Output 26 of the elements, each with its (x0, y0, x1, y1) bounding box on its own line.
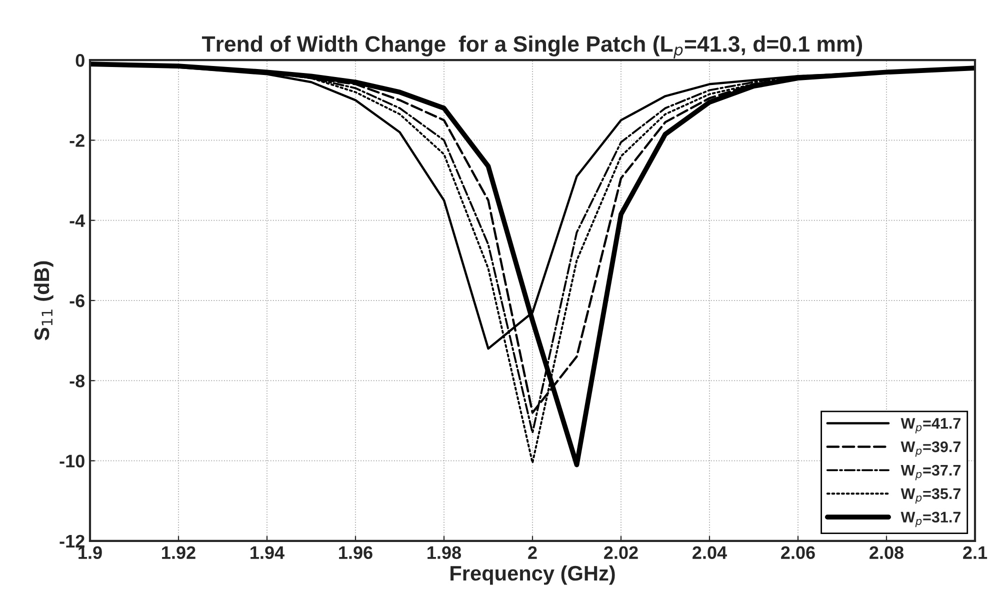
legend-label: W$_{p}$=35.7 (900, 488, 961, 504)
y-tick-label: -2 (70, 134, 84, 147)
x-tick-label: 2.08 (870, 546, 904, 560)
legend-label: W$_{p}$=31.7 (900, 512, 961, 528)
legend-label: W$_{p}$=39.7 (900, 441, 961, 457)
x-tick-label: 1.96 (339, 546, 372, 560)
y-axis-title: S$_{11}$ (dB) (34, 261, 54, 340)
x-tick-label: 2.06 (781, 546, 815, 560)
x-tick-label: 1.9 (78, 546, 102, 560)
x-tick-label: 2.04 (692, 546, 727, 560)
x-tick-label: 2.1 (963, 546, 988, 559)
y-tick-label: -6 (70, 294, 84, 308)
legend-label: W$_{p}$=37.7 (900, 464, 961, 480)
x-axis-title: Frequency (GHz) (450, 565, 615, 585)
x-tick-label: 2.02 (604, 546, 638, 560)
y-tick-label: -8 (70, 374, 85, 388)
x-tick-label: 1.92 (162, 546, 196, 560)
x-tick-label: 2 (528, 546, 537, 559)
y-tick-label: -10 (60, 454, 84, 468)
y-tick-label: 0 (76, 54, 84, 67)
x-tick-label: 1.94 (250, 546, 284, 560)
y-tick-label: -4 (70, 214, 86, 227)
x-tick-label: 1.98 (428, 546, 462, 560)
y-tick-label: -12 (60, 534, 84, 548)
legend-label: W$_{p}$=41.7 (900, 418, 961, 434)
chart-title: Trend of Width Change for a Single Patch (L$_{p}$=41.3, d=0.1 mm) (202, 36, 862, 59)
